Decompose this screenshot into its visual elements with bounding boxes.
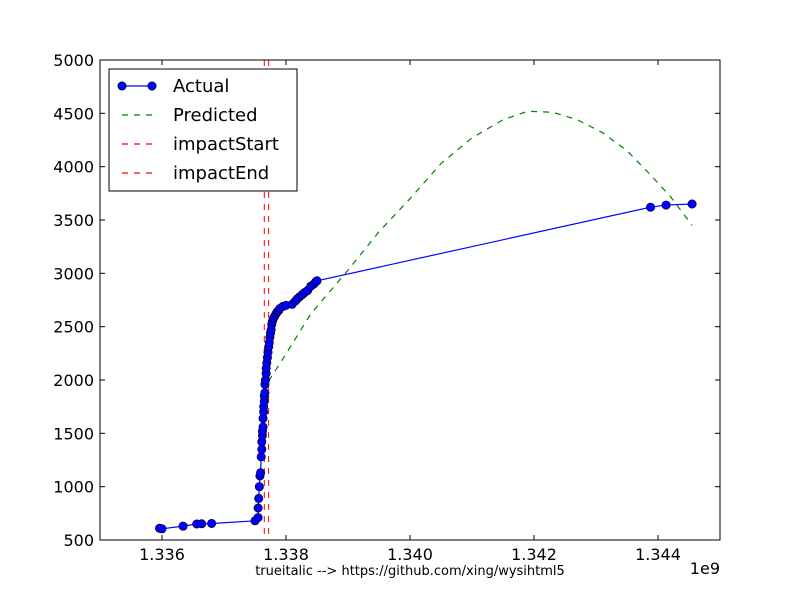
x-tick-label: 1.342 [511,545,557,564]
legend-label: Predicted [173,105,258,126]
y-tick-label: 1500 [53,424,94,443]
actual-point [207,518,217,528]
legend-entries: Actual Predicted impactStart impactEnd [117,76,279,184]
y-tick-label: 3000 [53,264,94,283]
actual-point [257,444,267,454]
x-axis: 1.336 1.338 1.340 1.342 1.344 [139,60,681,564]
actual-point [253,503,263,513]
actual-point [256,452,266,462]
actual-point [312,276,322,286]
markers-layer [155,199,697,534]
actual-point [260,388,270,398]
y-tick-label: 2500 [53,318,94,337]
x-axis-label: trueitalic --> https://github.com/xing/w… [255,564,565,579]
actual-point [254,493,264,503]
legend-swatch-marker [117,81,127,91]
legend-label: impactStart [173,134,279,155]
actual-point [256,468,266,478]
legend: Actual Predicted impactStart impactEnd [108,68,298,192]
x-tick-label: 1.336 [139,545,185,564]
legend-entry-impactend: impactEnd [122,163,269,184]
legend-frame [108,68,298,192]
y-tick-label: 500 [63,531,94,550]
actual-point [258,422,268,432]
actual-point [646,202,656,212]
legend-label: impactEnd [173,163,269,184]
y-tick-label: 2000 [53,371,94,390]
actual-point [687,199,697,209]
x-tick-label: 1.340 [387,545,433,564]
legend-entry-predicted: Predicted [122,105,258,126]
actual-point [253,513,263,523]
actual-point [197,519,207,529]
y-tick-label: 1000 [53,478,94,497]
x-axis-offset-label: 1e9 [690,559,720,578]
x-tick-label: 1.344 [635,545,681,564]
actual-point [157,524,167,534]
x-tick-label: 1.338 [263,545,309,564]
legend-entry-actual: Actual [117,76,229,97]
y-axis: 500 1000 1500 2000 2500 3000 3500 4000 4500 5000 [53,51,720,550]
y-tick-label: 3500 [53,211,94,230]
legend-label: Actual [173,76,229,97]
y-tick-label: 4000 [53,158,94,177]
actual-point [254,482,264,492]
actual-point [178,521,188,531]
actual-point [661,200,671,210]
legend-swatch-marker [147,81,157,91]
y-tick-label: 5000 [53,51,94,70]
y-tick-label: 4500 [53,104,94,123]
legend-entry-impactstart: impactStart [122,134,279,155]
